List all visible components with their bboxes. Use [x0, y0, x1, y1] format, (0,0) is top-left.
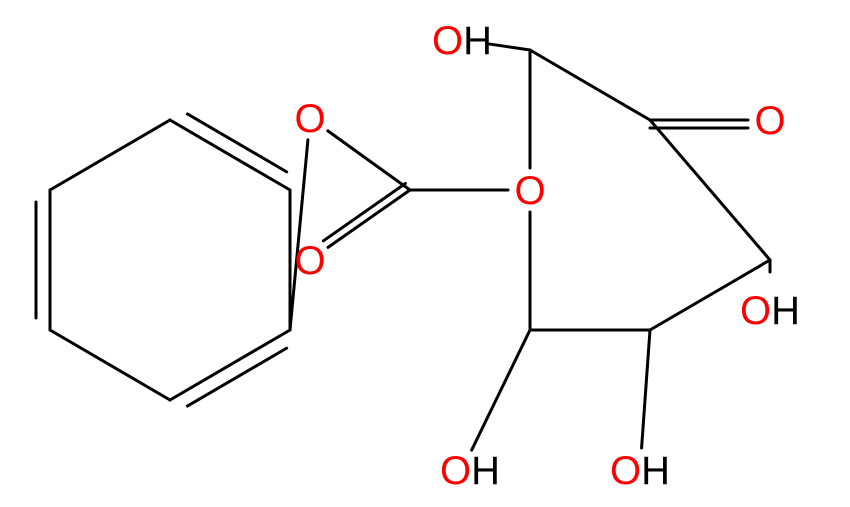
bond: [490, 44, 530, 50]
atom-label-o_anomer: O: [754, 99, 785, 143]
bond: [170, 330, 290, 400]
atom-label-o_bridge: O: [514, 169, 545, 213]
bond: [290, 140, 308, 330]
bond: [530, 50, 650, 120]
molecule-diagram: O O O OH O OH OH OH: [0, 0, 850, 507]
bond: [650, 120, 770, 260]
bond: [170, 120, 290, 190]
atom-label-oh_sugar1: OH: [440, 449, 500, 493]
atom-label-oh_top: OH: [432, 19, 492, 63]
atom-label-o_carbonyl: O: [294, 239, 325, 283]
atom-label-oh_chain2: OH: [610, 449, 670, 493]
bond: [328, 131, 410, 190]
atom-label-o_ester_top: O: [294, 97, 325, 141]
bond: [472, 330, 530, 450]
atom-label-oh_chain1: OH: [740, 289, 800, 333]
bond: [50, 330, 170, 400]
bond: [187, 348, 286, 406]
bond: [328, 190, 410, 247]
bond: [642, 330, 650, 448]
bond: [50, 120, 170, 190]
bond: [187, 114, 286, 172]
bond: [323, 183, 405, 240]
